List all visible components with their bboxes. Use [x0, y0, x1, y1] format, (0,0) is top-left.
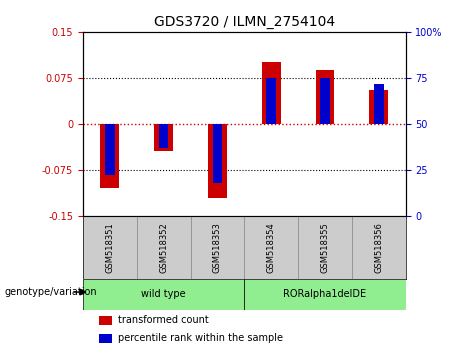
Text: GSM518355: GSM518355: [320, 222, 330, 273]
Bar: [159, 124, 168, 148]
Bar: [99, 316, 112, 325]
Bar: [154, 124, 173, 151]
Bar: [99, 334, 112, 343]
Text: GSM518352: GSM518352: [159, 222, 168, 273]
Text: GSM518353: GSM518353: [213, 222, 222, 273]
Bar: [213, 124, 222, 183]
Bar: [262, 63, 281, 124]
Text: GSM518356: GSM518356: [374, 222, 383, 273]
Bar: [374, 84, 384, 124]
Text: GSM518351: GSM518351: [106, 222, 114, 273]
Title: GDS3720 / ILMN_2754104: GDS3720 / ILMN_2754104: [154, 16, 335, 29]
Text: transformed count: transformed count: [118, 315, 209, 325]
Bar: [105, 124, 115, 175]
Bar: [100, 124, 119, 188]
Bar: [369, 90, 388, 124]
Bar: [316, 70, 334, 124]
Bar: [266, 78, 276, 124]
Text: GSM518354: GSM518354: [267, 222, 276, 273]
Bar: [320, 78, 330, 124]
Text: wild type: wild type: [142, 290, 186, 299]
Text: percentile rank within the sample: percentile rank within the sample: [118, 333, 284, 343]
Bar: [208, 124, 227, 199]
Text: genotype/variation: genotype/variation: [5, 287, 97, 297]
FancyBboxPatch shape: [83, 279, 244, 310]
Text: RORalpha1delDE: RORalpha1delDE: [284, 290, 366, 299]
FancyBboxPatch shape: [244, 279, 406, 310]
